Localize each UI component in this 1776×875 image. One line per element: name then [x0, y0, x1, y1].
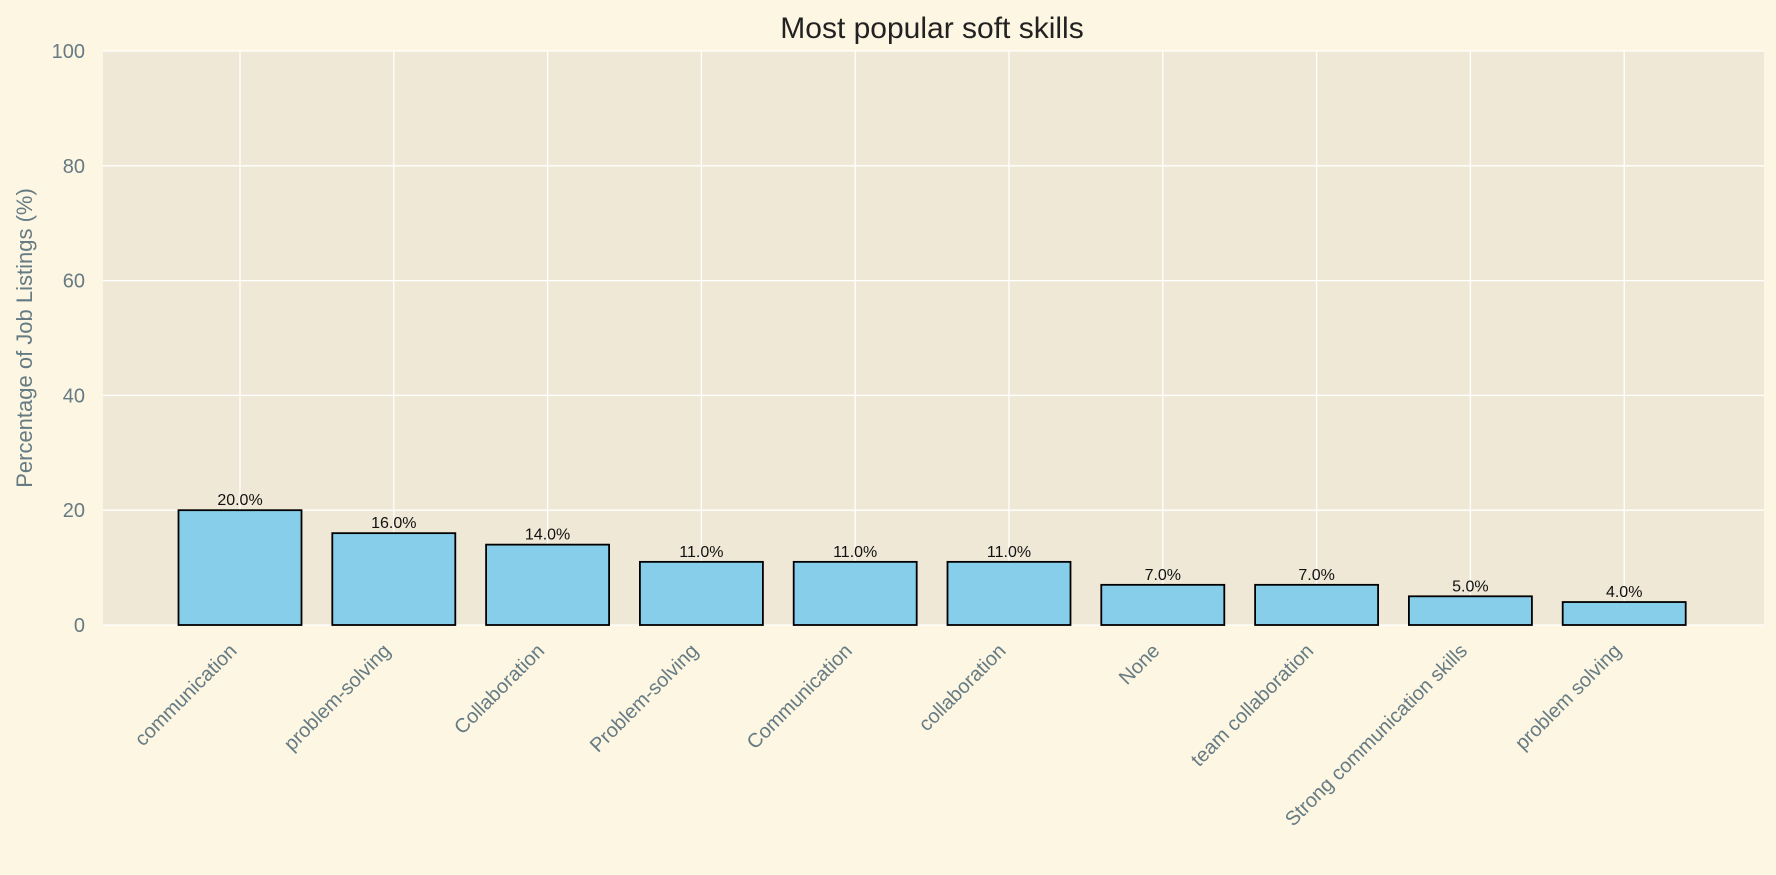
- bar-value-label: 20.0%: [217, 492, 262, 509]
- bar: [792, 560, 918, 626]
- bar-value-label: 11.0%: [679, 544, 723, 561]
- x-tick-label: team collaboration: [1187, 640, 1318, 771]
- bar: [1100, 583, 1226, 626]
- x-tick-label: Communication: [743, 640, 857, 754]
- bar-value-label: 4.0%: [1606, 584, 1642, 601]
- x-tick-label: problem-solving: [280, 640, 395, 755]
- bar-value-label: 5.0%: [1452, 578, 1488, 595]
- bar: [1561, 601, 1687, 626]
- bar-value-label: 7.0%: [1145, 567, 1181, 584]
- grid: [103, 50, 1764, 626]
- x-tick-label: collaboration: [915, 640, 1011, 736]
- bar-value-label: 11.0%: [833, 544, 877, 561]
- y-axis-ticks: 0 20 40 60 80 100: [52, 41, 85, 637]
- bar: [331, 532, 457, 626]
- y-tick-label: 60: [63, 271, 85, 293]
- bar: [639, 560, 764, 626]
- bar-value-label: 11.0%: [987, 544, 1031, 561]
- y-tick-label: 40: [63, 385, 85, 407]
- chart-title: Most popular soft skills: [780, 12, 1083, 45]
- bar-value-label: 16.0%: [371, 515, 416, 532]
- bar-value-label: 14.0%: [525, 527, 570, 544]
- x-axis-ticks: communication problem-solving Collaboratio…: [131, 640, 1626, 831]
- y-tick-label: 0: [74, 615, 85, 637]
- bar: [177, 509, 303, 626]
- plot-area: [103, 51, 1764, 625]
- x-tick-label: communication: [131, 640, 242, 751]
- bar: [1254, 583, 1379, 626]
- bar: [1408, 595, 1533, 626]
- bar-value-label: 7.0%: [1298, 567, 1334, 584]
- y-tick-label: 100: [52, 41, 85, 63]
- bar: [946, 560, 1072, 626]
- y-tick-label: 20: [63, 500, 85, 522]
- x-tick-label: Strong communication skills: [1281, 640, 1472, 831]
- y-axis-label: Percentage of Job Listings (%): [12, 188, 37, 488]
- y-tick-label: 80: [63, 156, 85, 178]
- x-tick-label: Collaboration: [450, 640, 549, 739]
- x-tick-label: Problem-solving: [586, 640, 703, 757]
- x-tick-label: None: [1115, 640, 1164, 689]
- bars: [177, 509, 1687, 626]
- x-tick-label: problem solving: [1511, 640, 1626, 755]
- data-labels: 20.0% 16.0% 14.0% 11.0% 11.0% 11.0% 7.0% 7.0% 5.…: [217, 492, 1642, 601]
- bar: [485, 543, 611, 626]
